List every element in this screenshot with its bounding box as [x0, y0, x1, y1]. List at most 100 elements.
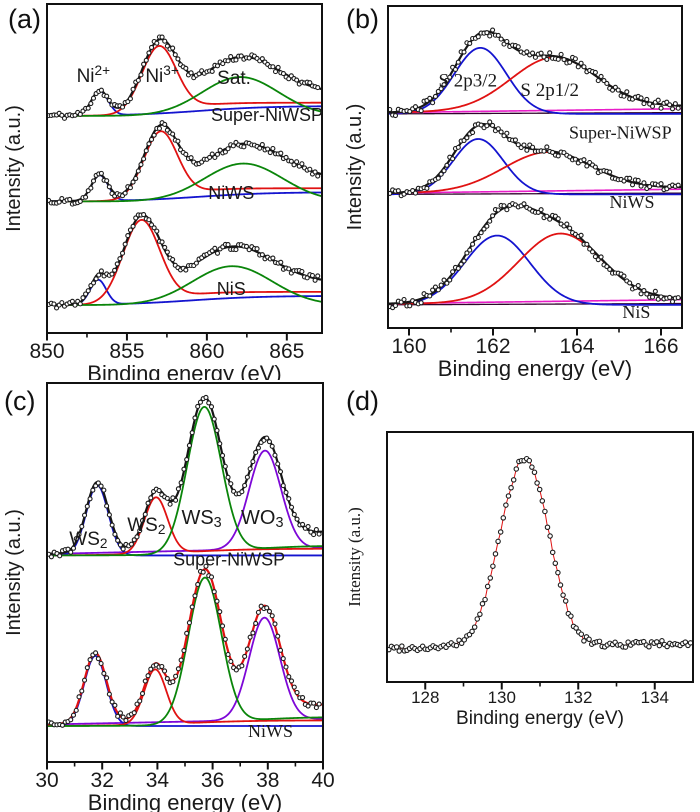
- data-point: [552, 560, 559, 567]
- data-point: [76, 694, 82, 700]
- data-point: [193, 260, 199, 266]
- data-point: [138, 161, 144, 168]
- data-point: [596, 638, 603, 645]
- data-point: [641, 101, 647, 107]
- x-tick-label: 30: [35, 769, 58, 792]
- data-point: [186, 442, 192, 448]
- data-point: [143, 148, 149, 154]
- inplot-label: Ni2+: [77, 63, 111, 87]
- data-point: [589, 249, 596, 255]
- data-point: [288, 678, 295, 684]
- data-point: [88, 101, 94, 107]
- data-point: [407, 303, 413, 309]
- data-point: [259, 56, 265, 62]
- data-point: [164, 249, 170, 255]
- data-point: [156, 125, 162, 132]
- data-point: [438, 171, 444, 177]
- data-point: [675, 182, 681, 188]
- data-point: [225, 146, 231, 152]
- data-point: [51, 301, 57, 307]
- data-point: [609, 87, 616, 93]
- data-point: [438, 86, 444, 92]
- data-point: [299, 161, 305, 167]
- data-point: [312, 277, 318, 283]
- data-point: [184, 630, 190, 636]
- data-point: [294, 516, 300, 522]
- data-point: [120, 546, 126, 552]
- component-curve-green: [47, 76, 323, 117]
- data-point: [482, 596, 488, 603]
- inplot-label: NiS: [217, 279, 246, 299]
- data-point: [578, 232, 584, 238]
- component-curve-green: [47, 265, 323, 306]
- data-point: [170, 256, 176, 263]
- data-point: [246, 247, 252, 253]
- data-point: [81, 677, 88, 683]
- data-point: [90, 178, 97, 184]
- inplot-label: S 2p3/2: [438, 71, 497, 92]
- panel-a: (a) 850 855 860 865 Binding energy (eV) Inten…: [0, 0, 345, 380]
- data-point: [203, 563, 209, 569]
- data-point: [604, 263, 610, 270]
- data-point: [98, 170, 104, 176]
- data-point: [450, 156, 456, 162]
- data-point: [280, 656, 286, 662]
- data-point: [447, 74, 453, 80]
- data-point: [83, 194, 89, 200]
- panel-c-tag: (c): [4, 386, 36, 416]
- data-point: [162, 121, 168, 127]
- data-point: [495, 207, 501, 213]
- data-point: [68, 549, 74, 555]
- data-point: [269, 613, 275, 619]
- data-point: [98, 483, 104, 489]
- y-axis-title: Intensity (a.u.): [3, 105, 25, 232]
- data-point: [638, 291, 644, 297]
- data-point: [444, 162, 450, 168]
- data-point: [592, 69, 598, 75]
- data-point: [286, 496, 292, 502]
- component-curve-violet: [46, 449, 324, 555]
- data-point: [484, 30, 490, 36]
- data-point: [188, 155, 194, 161]
- data-point: [133, 215, 139, 221]
- data-point: [458, 640, 465, 646]
- data-point: [244, 646, 250, 652]
- x-tick-label: 40: [311, 769, 334, 792]
- data-point: [137, 698, 143, 704]
- data-point: [219, 452, 226, 459]
- data-point: [270, 255, 276, 261]
- data-point: [592, 254, 598, 260]
- data-point: [183, 267, 189, 273]
- data-point: [65, 546, 71, 552]
- data-point: [159, 239, 165, 245]
- data-point: [192, 415, 198, 421]
- data-point: [667, 102, 673, 108]
- data-point: [278, 259, 284, 265]
- data-point: [652, 288, 658, 294]
- data-point: [239, 663, 245, 669]
- data-point: [135, 168, 141, 174]
- data-point: [432, 284, 439, 290]
- data-point: [501, 203, 507, 209]
- data-point: [573, 625, 579, 631]
- data-point: [513, 466, 520, 472]
- data-point: [629, 182, 636, 188]
- data-point: [544, 524, 551, 531]
- data-point: [117, 710, 123, 716]
- data-point: [142, 678, 148, 684]
- data-point: [646, 643, 652, 650]
- data-point: [286, 266, 292, 272]
- data-point: [134, 534, 140, 540]
- data-point: [592, 164, 598, 170]
- data-point: [219, 623, 226, 629]
- data-point: [538, 50, 544, 56]
- data-point: [93, 276, 99, 282]
- data-point: [467, 40, 473, 46]
- data-point: [241, 144, 247, 150]
- data-point: [247, 466, 253, 472]
- data-point: [581, 64, 587, 70]
- data-point: [79, 688, 85, 694]
- inplot-label: NiWS: [610, 192, 655, 212]
- data-point: [564, 221, 570, 227]
- data-point: [272, 452, 278, 458]
